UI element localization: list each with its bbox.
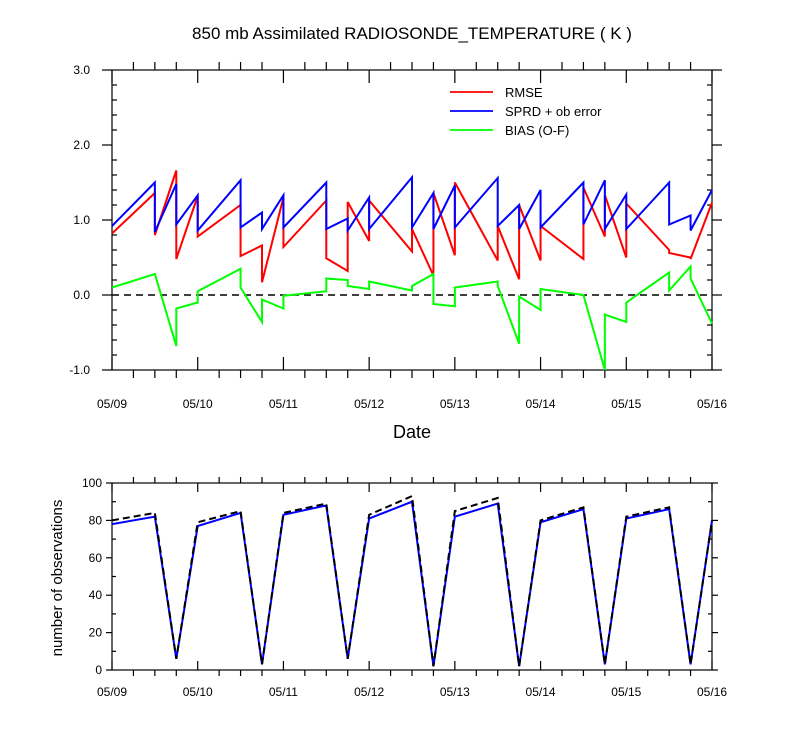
top-y-tick-label: 3.0 bbox=[73, 63, 90, 77]
bottom-x-tick-label: 05/10 bbox=[183, 685, 213, 699]
top-series-rmse bbox=[111, 170, 713, 283]
bottom-series-possible-observations bbox=[111, 494, 713, 667]
top-x-tick-label: 05/15 bbox=[611, 397, 641, 411]
top-x-tick-label: 05/09 bbox=[97, 397, 127, 411]
bottom-x-tick-label: 05/11 bbox=[269, 685, 298, 699]
top-series-bias-o-f bbox=[111, 263, 713, 371]
top-legend: RMSE SPRD + ob error BIAS (O-F) bbox=[450, 85, 602, 138]
bottom-x-tick-label: 05/13 bbox=[440, 685, 470, 699]
bottom-frame bbox=[111, 482, 713, 671]
top-x-tick-label: 05/14 bbox=[526, 397, 556, 411]
bottom-chart: 05/09 05/10 05/11 05/12 05/13 05/14 05/15 05/16… bbox=[82, 476, 727, 699]
legend-label: RMSE bbox=[505, 85, 543, 100]
top-x-axis-label: Date bbox=[393, 422, 431, 442]
top-x-tick-label: 05/16 bbox=[697, 397, 727, 411]
bottom-y-tick-label: 20 bbox=[89, 626, 103, 640]
top-x-tick-label: 05/13 bbox=[440, 397, 470, 411]
top-y-tick-label: 2.0 bbox=[73, 138, 90, 152]
legend-label: SPRD + ob error bbox=[505, 104, 602, 119]
bottom-y-tick-label: 40 bbox=[89, 588, 103, 602]
bottom-x-tick-label: 05/16 bbox=[697, 685, 727, 699]
chart-title: 850 mb Assimilated RADIOSONDE_TEMPERATUR… bbox=[192, 24, 632, 43]
bottom-x-tick-label: 05/15 bbox=[611, 685, 641, 699]
bottom-y-tick-label: 60 bbox=[89, 551, 103, 565]
bottom-y-tick-label: 80 bbox=[89, 513, 103, 527]
bottom-x-tick-label: 05/14 bbox=[526, 685, 556, 699]
top-series-sprd-ob-error bbox=[111, 174, 713, 234]
top-y-tick-label: 1.0 bbox=[73, 213, 90, 227]
top-y-tick-label: 0.0 bbox=[73, 288, 90, 302]
legend-label: BIAS (O-F) bbox=[505, 123, 569, 138]
bottom-y-axis-label: number of observations bbox=[49, 500, 66, 657]
bottom-x-tick-label: 05/12 bbox=[354, 685, 384, 699]
top-x-tick-label: 05/12 bbox=[354, 397, 384, 411]
top-x-tick-label: 05/10 bbox=[183, 397, 213, 411]
top-x-tick-label: 05/11 bbox=[269, 397, 298, 411]
top-chart: 05/09 05/10 05/11 05/12 05/13 05/14 05/15 05/16… bbox=[69, 62, 727, 411]
bottom-y-tick-label: 100 bbox=[82, 476, 102, 490]
bottom-y-tick-label: 0 bbox=[95, 663, 102, 677]
top-y-tick-label: -1.0 bbox=[69, 363, 90, 377]
bottom-series-used-observations bbox=[111, 500, 713, 667]
bottom-x-tick-label: 05/09 bbox=[97, 685, 127, 699]
